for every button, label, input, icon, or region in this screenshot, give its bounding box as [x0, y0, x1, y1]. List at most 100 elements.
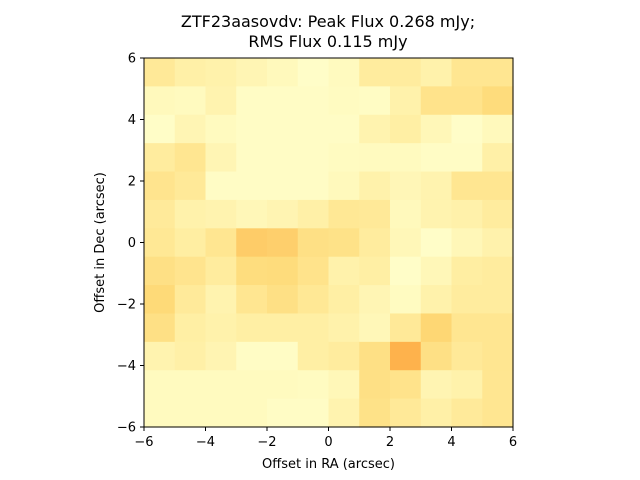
heatmap-cell	[420, 114, 453, 144]
heatmap-cell	[359, 398, 391, 428]
heatmap-cell	[174, 86, 207, 116]
y-tick-label: 2	[128, 175, 136, 190]
heatmap-cell	[451, 370, 483, 400]
heatmap-cell	[297, 199, 330, 229]
heatmap-cell	[144, 228, 176, 258]
heatmap-cell	[359, 114, 391, 144]
heatmap-cell	[267, 143, 299, 173]
heatmap-cell	[359, 58, 391, 87]
heatmap-cell	[174, 114, 207, 144]
heatmap-cell	[390, 256, 422, 286]
heatmap-cell	[482, 199, 514, 229]
x-tick-label: 4	[447, 435, 455, 450]
heatmap-cell	[451, 58, 483, 87]
heatmap-cell	[144, 370, 176, 400]
heatmap-cell	[205, 58, 237, 87]
heatmap-cell	[267, 171, 299, 201]
heatmap-cell	[236, 370, 268, 400]
heatmap-cell	[482, 285, 514, 315]
heatmap-cell	[451, 171, 483, 201]
heatmap-cell	[297, 143, 330, 173]
heatmap-cell	[205, 114, 237, 144]
heatmap-cell	[205, 228, 237, 258]
heatmap-cell	[144, 114, 176, 144]
heatmap-cell	[328, 114, 360, 144]
heatmap-cell	[144, 313, 176, 343]
heatmap-cell	[451, 114, 483, 144]
heatmap-cell	[144, 398, 176, 428]
heatmap-cell	[236, 341, 268, 371]
heatmap-cell	[205, 171, 237, 201]
heatmap-cell	[236, 228, 268, 258]
heatmap-cell	[359, 256, 391, 286]
heatmap-cell	[390, 58, 422, 87]
heatmap-cell	[267, 313, 299, 343]
heatmap-cell	[390, 341, 422, 371]
heatmap-cell	[420, 370, 453, 400]
heatmap-cell	[359, 143, 391, 173]
heatmap-cell	[390, 285, 422, 315]
heatmap-cell	[420, 285, 453, 315]
heatmap-cell	[482, 228, 514, 258]
heatmap-cell	[267, 285, 299, 315]
heatmap-cell	[297, 370, 330, 400]
chart-title: ZTF23aasovdv: Peak Flux 0.268 mJy;	[180, 12, 476, 31]
heatmap-cell	[390, 143, 422, 173]
heatmap-cell	[297, 58, 330, 87]
heatmap-cell	[236, 285, 268, 315]
heatmap-cell	[297, 86, 330, 116]
heatmap-cell	[420, 143, 453, 173]
heatmap-cell	[359, 86, 391, 116]
heatmap-cell	[451, 86, 483, 116]
x-tick-label: −4	[196, 435, 215, 450]
heatmap-cell	[174, 171, 207, 201]
heatmap-cell	[420, 171, 453, 201]
x-tick-label: −2	[257, 435, 276, 450]
heatmap-cell	[420, 228, 453, 258]
heatmap-cell	[267, 256, 299, 286]
y-tick-label: 0	[128, 236, 136, 251]
heatmap-cell	[482, 341, 514, 371]
heatmap-cell	[205, 313, 237, 343]
heatmap-cell	[390, 313, 422, 343]
heatmap-cell	[420, 86, 453, 116]
y-tick-label: −2	[117, 298, 136, 313]
heatmap-cell	[390, 86, 422, 116]
heatmap-cell	[267, 398, 299, 428]
y-tick-label: −4	[117, 359, 136, 374]
heatmap-cell	[482, 370, 514, 400]
heatmap-cell	[236, 143, 268, 173]
heatmap-cell	[451, 313, 483, 343]
heatmap-cell	[236, 199, 268, 229]
heatmap-cell	[174, 228, 207, 258]
heatmap-cell	[144, 256, 176, 286]
heatmap-cell	[174, 313, 207, 343]
chart-subtitle: RMS Flux 0.115 mJy	[248, 32, 408, 51]
heatmap-cell	[420, 199, 453, 229]
heatmap-cell	[174, 285, 207, 315]
heatmap-cell	[267, 228, 299, 258]
heatmap-cell	[328, 58, 360, 87]
heatmap-cell	[205, 285, 237, 315]
heatmap-cell	[482, 58, 514, 87]
heatmap-cell	[205, 143, 237, 173]
heatmap-cell	[390, 370, 422, 400]
heatmap-cell	[359, 313, 391, 343]
heatmap-cell	[451, 228, 483, 258]
heatmap-cell	[328, 171, 360, 201]
heatmap-cell	[174, 370, 207, 400]
heatmap-cell	[297, 228, 330, 258]
y-tick-label: 4	[128, 113, 136, 128]
heatmap-cell	[390, 171, 422, 201]
x-tick-label: −6	[134, 435, 153, 450]
y-axis-label: Offset in Dec (arcsec)	[93, 172, 108, 313]
heatmap-cell	[420, 256, 453, 286]
heatmap-cell	[144, 285, 176, 315]
heatmap-cell	[390, 228, 422, 258]
heatmap-cell	[420, 341, 453, 371]
heatmap-cell	[359, 171, 391, 201]
heatmap-cell	[451, 341, 483, 371]
heatmap-cell	[482, 86, 514, 116]
heatmap-cell	[328, 256, 360, 286]
